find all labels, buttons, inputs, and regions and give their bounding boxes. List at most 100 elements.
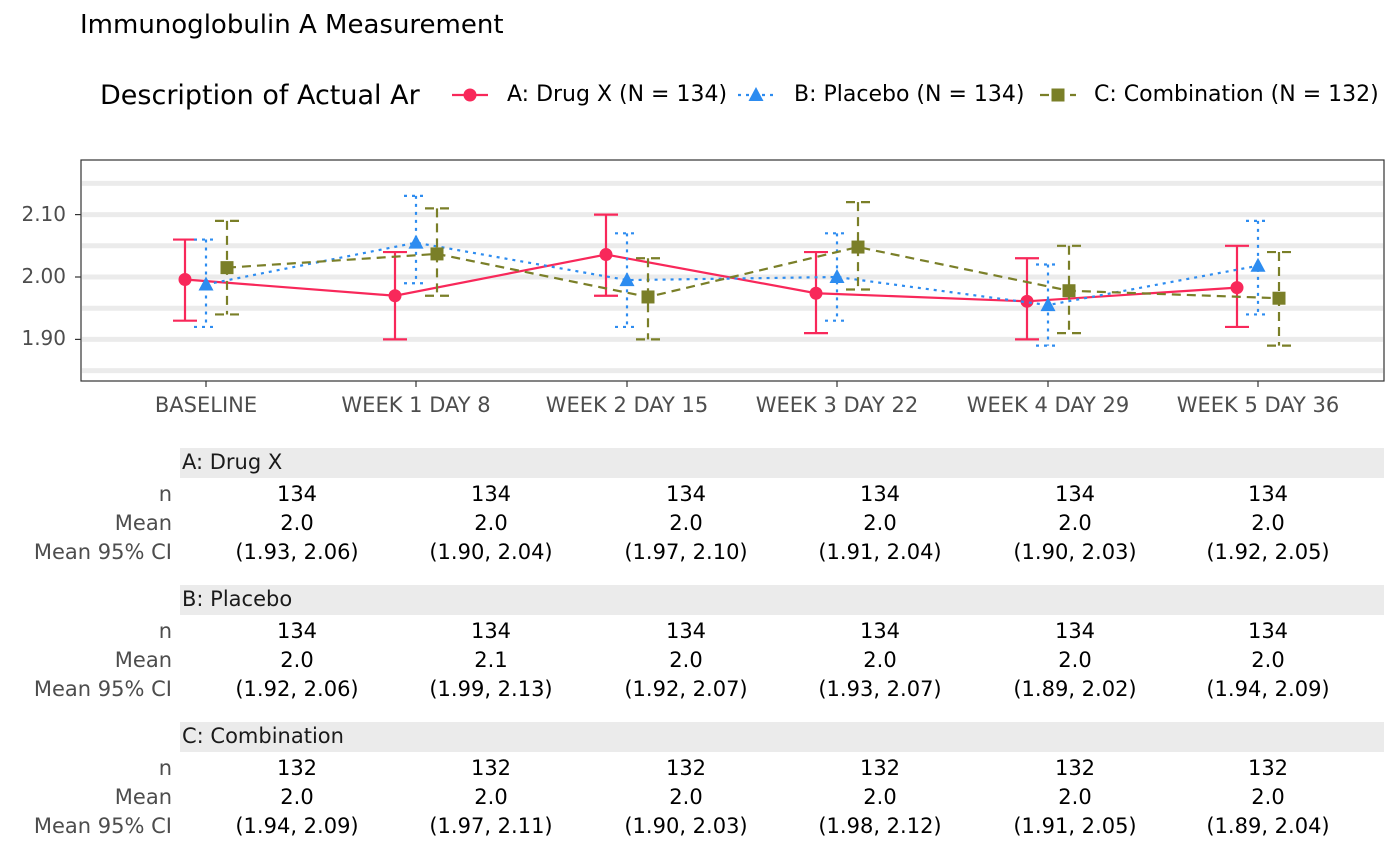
row-label: Mean 95% CI — [33, 540, 172, 564]
plot-panel — [81, 160, 1384, 381]
table-cell: 132 — [1054, 756, 1096, 780]
row-label: Mean 95% CI — [33, 677, 172, 701]
table-cell: (1.92, 2.06) — [235, 677, 359, 701]
series-line — [205, 241, 1259, 307]
x-tick-label: WEEK 2 DAY 15 — [545, 393, 709, 417]
group-strip: A: Drug X — [180, 448, 1384, 478]
table-cell: 2.0 — [863, 511, 897, 535]
data-point — [641, 290, 655, 304]
group-strip: C: Combination — [180, 722, 1384, 752]
table-cell: (1.91, 2.05) — [1013, 814, 1137, 838]
data-point — [1272, 291, 1286, 305]
data-point — [1040, 297, 1056, 312]
y-tick-label: 2.10 — [21, 201, 66, 226]
table-cell: 2.0 — [474, 785, 508, 809]
table-cell: 2.0 — [669, 785, 703, 809]
legend-label: C: Combination (N = 132) — [1094, 82, 1379, 107]
row-label: Mean — [114, 785, 172, 809]
x-tick-label: WEEK 4 DAY 29 — [966, 393, 1130, 417]
table-cell: 134 — [665, 619, 707, 643]
data-point — [851, 240, 865, 254]
table-cell: 2.0 — [280, 648, 314, 672]
error-bar — [615, 232, 639, 329]
plot-border — [80, 159, 1385, 382]
table-cell: (1.92, 2.05) — [1206, 540, 1330, 564]
table-cell: (1.90, 2.04) — [429, 540, 553, 564]
error-bar — [825, 232, 849, 322]
table-cell: 132 — [1247, 756, 1289, 780]
table-cell: 134 — [276, 482, 318, 506]
table-cell: 2.0 — [863, 648, 897, 672]
legend-key-marker — [748, 87, 764, 101]
table-cell: (1.90, 2.03) — [1013, 540, 1137, 564]
error-bar — [636, 257, 660, 341]
table-cell: 132 — [276, 756, 318, 780]
data-point — [1230, 281, 1244, 295]
y-tick-label: 2.00 — [21, 264, 66, 288]
row-label: n — [158, 482, 172, 506]
table-cell: 132 — [470, 756, 512, 780]
data-point — [599, 248, 613, 262]
data-point — [198, 276, 214, 291]
group-strip: B: Placebo — [180, 585, 1384, 615]
table-cell: 134 — [665, 482, 707, 506]
error-bar — [194, 238, 218, 329]
table-cell: (1.93, 2.07) — [818, 677, 942, 701]
table-cell: 134 — [276, 619, 318, 643]
x-tick-label: WEEK 5 DAY 36 — [1176, 393, 1340, 417]
table-cell: 134 — [1054, 482, 1096, 506]
table-cell: 2.0 — [474, 511, 508, 535]
legend-label: A: Drug X (N = 134) — [507, 82, 728, 107]
table-cell: 2.1 — [474, 648, 508, 672]
data-point — [430, 247, 444, 261]
data-point — [178, 272, 192, 286]
data-point — [619, 272, 635, 287]
table-cell: 134 — [470, 482, 512, 506]
row-label: n — [158, 756, 172, 780]
data-point — [408, 234, 424, 249]
error-bar — [404, 194, 428, 285]
group-title: C: Combination — [182, 724, 344, 748]
data-point — [1062, 284, 1076, 298]
error-bar — [1057, 244, 1081, 335]
table-cell: 2.0 — [1058, 785, 1092, 809]
table-cell: (1.90, 2.03) — [624, 814, 748, 838]
table-cell: (1.89, 2.04) — [1206, 814, 1330, 838]
table-cell: 2.0 — [669, 511, 703, 535]
table-cell: (1.91, 2.04) — [818, 540, 942, 564]
table-cell: (1.98, 2.12) — [818, 814, 942, 838]
error-bar — [1246, 219, 1270, 316]
legend-label: B: Placebo (N = 134) — [794, 82, 1025, 107]
series-line — [226, 245, 1280, 300]
table-cell: 2.0 — [1058, 511, 1092, 535]
table-cell: (1.92, 2.07) — [624, 677, 748, 701]
row-label: n — [158, 619, 172, 643]
legend-key-marker — [1051, 88, 1065, 102]
table-cell: 2.0 — [1058, 648, 1092, 672]
data-point — [220, 261, 234, 275]
table-cell: 2.0 — [1251, 785, 1285, 809]
y-tick-label: 1.90 — [21, 326, 66, 351]
table-cell: 134 — [470, 619, 512, 643]
table-cell: (1.89, 2.02) — [1013, 677, 1137, 701]
table-cell: 134 — [1247, 619, 1289, 643]
table-cell: (1.94, 2.09) — [1206, 677, 1330, 701]
data-point — [388, 289, 402, 303]
row-label: Mean 95% CI — [33, 814, 172, 838]
table-cell: (1.94, 2.09) — [235, 814, 359, 838]
group-title: A: Drug X — [182, 450, 283, 474]
table-cell: 2.0 — [280, 785, 314, 809]
legend-key-marker — [463, 88, 477, 102]
x-tick-label: WEEK 3 DAY 22 — [755, 393, 919, 417]
data-point — [1020, 294, 1034, 308]
table-cell: 2.0 — [669, 648, 703, 672]
table-cell: (1.97, 2.10) — [624, 540, 748, 564]
x-tick-label: BASELINE — [154, 393, 258, 417]
legend-title: Description of Actual Ar — [100, 80, 420, 111]
table-cell: 2.0 — [1251, 648, 1285, 672]
data-point — [1250, 257, 1266, 272]
table-cell: 132 — [665, 756, 707, 780]
table-cell: (1.93, 2.06) — [235, 540, 359, 564]
table-cell: 2.0 — [280, 511, 314, 535]
table-cell: 134 — [1054, 619, 1096, 643]
